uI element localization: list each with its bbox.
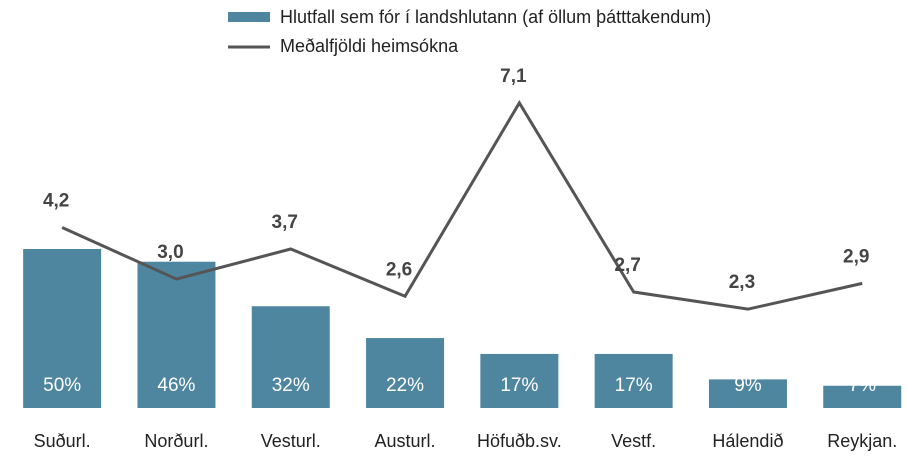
x-tick-label: Vestf. (611, 431, 656, 451)
x-tick-label: Höfuðb.sv. (477, 431, 562, 451)
bar (823, 385, 902, 408)
bar-value-label: 50% (43, 375, 81, 396)
bar-value-label: 17% (615, 375, 653, 396)
x-tick-label: Norðurl. (144, 431, 208, 451)
bar (366, 338, 445, 408)
bar (594, 353, 673, 408)
line (61, 99, 863, 311)
line-value-label: 2,9 (843, 246, 869, 267)
x-tick-label: Reykjan. (827, 431, 897, 451)
legend-swatch-bar (228, 12, 270, 22)
x-tick-label: Suðurl. (34, 431, 91, 451)
bar-value-label: 17% (500, 375, 538, 396)
bar (708, 379, 787, 408)
x-tick-label: Vesturl. (261, 431, 321, 451)
legend-label: Hlutfall sem fór í landshlutann (af öllu… (280, 7, 711, 27)
line-value-label: 3,7 (272, 212, 298, 233)
legend-label: Meðalfjöldi heimsókna (280, 36, 459, 56)
bar-value-label: 7% (849, 375, 877, 396)
bar-value-label: 22% (386, 375, 424, 396)
x-tick-label: Hálendið (712, 431, 783, 451)
line-value-label: 2,7 (614, 255, 640, 276)
line-value-label: 3,0 (157, 242, 183, 263)
bar (480, 353, 559, 408)
bar (137, 261, 216, 408)
bar-value-label: 32% (272, 375, 310, 396)
bar (23, 249, 102, 408)
bar (251, 306, 330, 408)
bar-value-label: 9% (734, 375, 762, 396)
line-value-label: 7,1 (500, 66, 527, 87)
line-value-label: 2,3 (729, 272, 755, 293)
x-tick-label: Austurl. (375, 431, 436, 451)
line-value-label: 2,6 (386, 259, 412, 280)
line-value-label: 4,2 (43, 191, 69, 212)
bar-value-label: 46% (157, 375, 195, 396)
